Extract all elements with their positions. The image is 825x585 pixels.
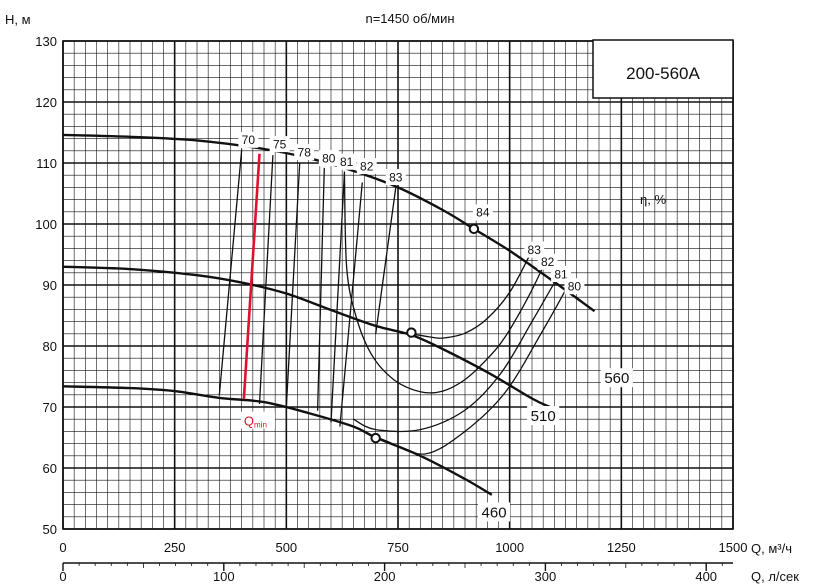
efficiency-label-84: 84 <box>476 206 490 220</box>
efficiency-label-82: 82 <box>360 159 374 173</box>
duty-point-marker <box>370 432 381 444</box>
efficiency-curve-label-80: 80 <box>568 280 582 294</box>
head-curves <box>62 133 596 496</box>
qmin-line <box>242 153 261 399</box>
head-curve-label-560: 560 <box>604 370 629 387</box>
head-curve-510 <box>62 265 551 409</box>
efficiency-lines <box>218 149 569 455</box>
efficiency-curve-81 <box>353 278 558 433</box>
head-curve-label-560-bg <box>600 368 633 388</box>
efficiency-label-78: 78 <box>298 145 312 159</box>
y-tick-label: 100 <box>35 217 57 232</box>
y-tick-label: 70 <box>43 400 57 415</box>
x-axis-secondary-label: Q, л/сек <box>751 569 799 584</box>
efficiency-curve-label-83-bg <box>524 241 545 258</box>
efficiency-curve-82 <box>343 171 544 394</box>
efficiency-curve-label-80-bg <box>564 278 585 295</box>
x-tick-label: 1500 <box>719 540 748 555</box>
y-tick-label: 120 <box>35 95 57 110</box>
head-curve-label-460-bg <box>477 502 511 522</box>
x-tick-label: 1250 <box>607 540 636 555</box>
duty-point-marker <box>406 327 417 338</box>
y-tick-label: 130 <box>35 34 57 49</box>
efficiency-label-78-bg <box>294 144 315 161</box>
head-curve-label-460: 460 <box>482 504 507 521</box>
x-tick-label: 750 <box>387 540 409 555</box>
efficiency-label-82-bg <box>356 158 377 175</box>
efficiency-line-70 <box>218 149 243 396</box>
head-curve-label-510: 510 <box>531 408 556 425</box>
efficiency-curve-label-81: 81 <box>554 267 568 281</box>
x-tick-label: 1000 <box>495 540 524 555</box>
chart-title: n=1450 об/мин <box>365 11 454 26</box>
efficiency-line-80 <box>316 167 325 411</box>
qmin-label-bg <box>240 411 275 429</box>
x2-tick-label: 100 <box>213 569 235 584</box>
efficiency-label-84-bg <box>472 204 493 221</box>
x2-tick-label: 200 <box>374 569 396 584</box>
efficiency-curve-label-83: 83 <box>528 243 542 257</box>
x2-tick-label: 300 <box>535 569 557 584</box>
x-tick-label: 0 <box>59 540 66 555</box>
efficiency-curve-label-81-bg <box>551 266 571 283</box>
x2-tick-label: 400 <box>695 569 717 584</box>
efficiency-label-83: 83 <box>389 170 403 184</box>
efficiency-label-75: 75 <box>273 137 287 151</box>
efficiency-line-81 <box>330 173 346 423</box>
head-curve-560 <box>62 133 596 313</box>
y-tick-label: 50 <box>43 522 57 537</box>
efficiency-line-75 <box>258 155 274 405</box>
efficiency-line-78 <box>285 162 301 408</box>
efficiency-curve-83 <box>411 254 531 339</box>
efficiency-label-70-bg <box>238 131 259 148</box>
duty-point-marker <box>468 223 480 235</box>
efficiency-curve-label-82-bg <box>537 253 558 270</box>
tick-labels: 0 250 500 750 1000 1250 1500506070809010011012… <box>35 34 747 584</box>
plot-frame <box>62 40 734 530</box>
y-tick-label: 80 <box>43 339 57 354</box>
efficiency-label-81: 81 <box>340 155 354 169</box>
y-tick-label: 110 <box>36 156 57 171</box>
efficiency-line-83 <box>375 187 397 334</box>
efficiency-label-81-bg <box>336 153 357 170</box>
x-tick-label: 250 <box>164 540 186 555</box>
head-curve-label-510-bg <box>527 406 560 426</box>
efficiency-label-80: 80 <box>322 151 336 165</box>
efficiency-label-80-bg <box>318 150 339 167</box>
efficiency-label-70: 70 <box>242 133 256 147</box>
efficiency-line-82 <box>339 182 363 427</box>
y-tick-label: 90 <box>43 278 57 293</box>
x2-tick-label: 0 <box>59 569 66 584</box>
model-label: 200-560A <box>626 64 700 83</box>
head-curve-460 <box>62 385 493 496</box>
x-tick-label: 500 <box>275 540 297 555</box>
model-box: 200-560A <box>592 39 734 99</box>
efficiency-label-83-bg <box>385 169 406 186</box>
efficiency-label: η, % <box>640 192 666 207</box>
grid <box>62 40 734 530</box>
qmin-label-subscript: min <box>254 421 267 430</box>
y-tick-label: 60 <box>43 461 57 476</box>
y-axis-label: H, м <box>5 12 31 27</box>
efficiency-label-75-bg <box>269 136 290 153</box>
x-axis-label: Q, м³/ч <box>751 541 792 556</box>
efficiency-curve-label-82: 82 <box>541 255 555 269</box>
